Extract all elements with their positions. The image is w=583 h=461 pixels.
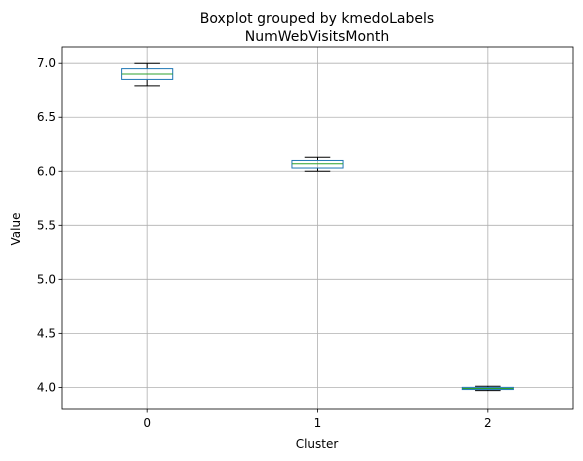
y-tick-label: 4.0 — [37, 380, 56, 394]
y-tick-label: 6.5 — [37, 110, 56, 124]
chart-title: NumWebVisitsMonth — [245, 29, 390, 45]
box-group-cluster-1 — [291, 156, 344, 172]
x-tick-label: 2 — [484, 416, 492, 430]
tick-layer: 4.0 4.5 5.0 5.5 6.0 6.5 7.0 0 1 2 — [37, 56, 492, 430]
y-tick-label: 6.0 — [37, 164, 56, 178]
y-tick-label: 4.5 — [37, 326, 56, 340]
chart-suptitle: Boxplot grouped by kmedoLabels — [200, 11, 434, 27]
y-axis-label: Value — [9, 213, 23, 246]
x-tick-label: 0 — [143, 416, 151, 430]
x-tick-label: 1 — [314, 416, 322, 430]
x-axis-label: Cluster — [296, 437, 339, 451]
y-tick-label: 7.0 — [37, 56, 56, 70]
y-tick-label: 5.0 — [37, 272, 56, 286]
y-tick-label: 5.5 — [37, 218, 56, 232]
box-group-cluster-0 — [121, 62, 174, 87]
iqr-box — [291, 159, 344, 169]
box-layer — [121, 62, 514, 392]
box-group-cluster-2 — [461, 385, 514, 392]
